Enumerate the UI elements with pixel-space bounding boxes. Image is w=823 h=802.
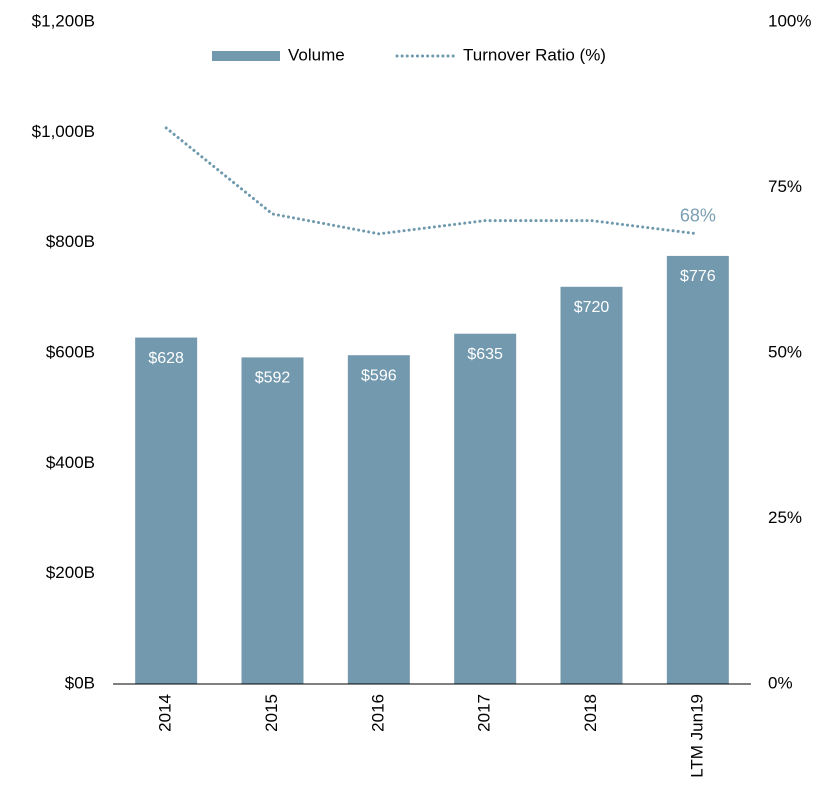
x-tick-label: LTM Jun19 <box>687 694 706 778</box>
line <box>164 126 700 236</box>
bar-value-label: $776 <box>680 268 716 285</box>
bar <box>241 357 304 684</box>
y2-tick-label: 25% <box>768 508 802 527</box>
y2-tick-label: 50% <box>768 342 802 361</box>
legend-label: Turnover Ratio (%) <box>463 45 606 64</box>
y-tick-label: $200B <box>46 563 95 582</box>
y-tick-label: $0B <box>65 673 95 692</box>
y-tick-label: $400B <box>46 453 95 472</box>
bar <box>666 255 729 684</box>
x-tick-label: 2017 <box>475 694 494 732</box>
y2-tick-label: 0% <box>768 673 793 692</box>
x-tick-label: 2016 <box>368 694 387 732</box>
legend-label: Volume <box>288 45 345 64</box>
bar <box>454 333 517 684</box>
y-tick-label: $600B <box>46 342 95 361</box>
bar-value-label: $592 <box>255 370 291 387</box>
y2-tick-label: 100% <box>768 11 811 30</box>
bar-value-label: $720 <box>574 299 610 316</box>
bar-value-label: $635 <box>467 346 503 363</box>
bar <box>347 355 410 684</box>
y-tick-label: $800B <box>46 232 95 251</box>
x-tick-label: 2014 <box>156 694 175 732</box>
x-tick-label: 2015 <box>262 694 281 732</box>
y-tick-label: $1,200B <box>32 11 95 30</box>
bar-value-label: $596 <box>361 367 397 384</box>
y-tick-label: $1,000B <box>32 122 95 141</box>
x-tick-label: 2018 <box>581 694 600 732</box>
line-value-label: 68% <box>680 206 716 226</box>
y2-tick-label: 75% <box>768 177 802 196</box>
bar <box>560 286 623 684</box>
bar <box>135 337 198 684</box>
bar-value-label: $628 <box>148 350 184 367</box>
legend-swatch <box>212 51 280 61</box>
